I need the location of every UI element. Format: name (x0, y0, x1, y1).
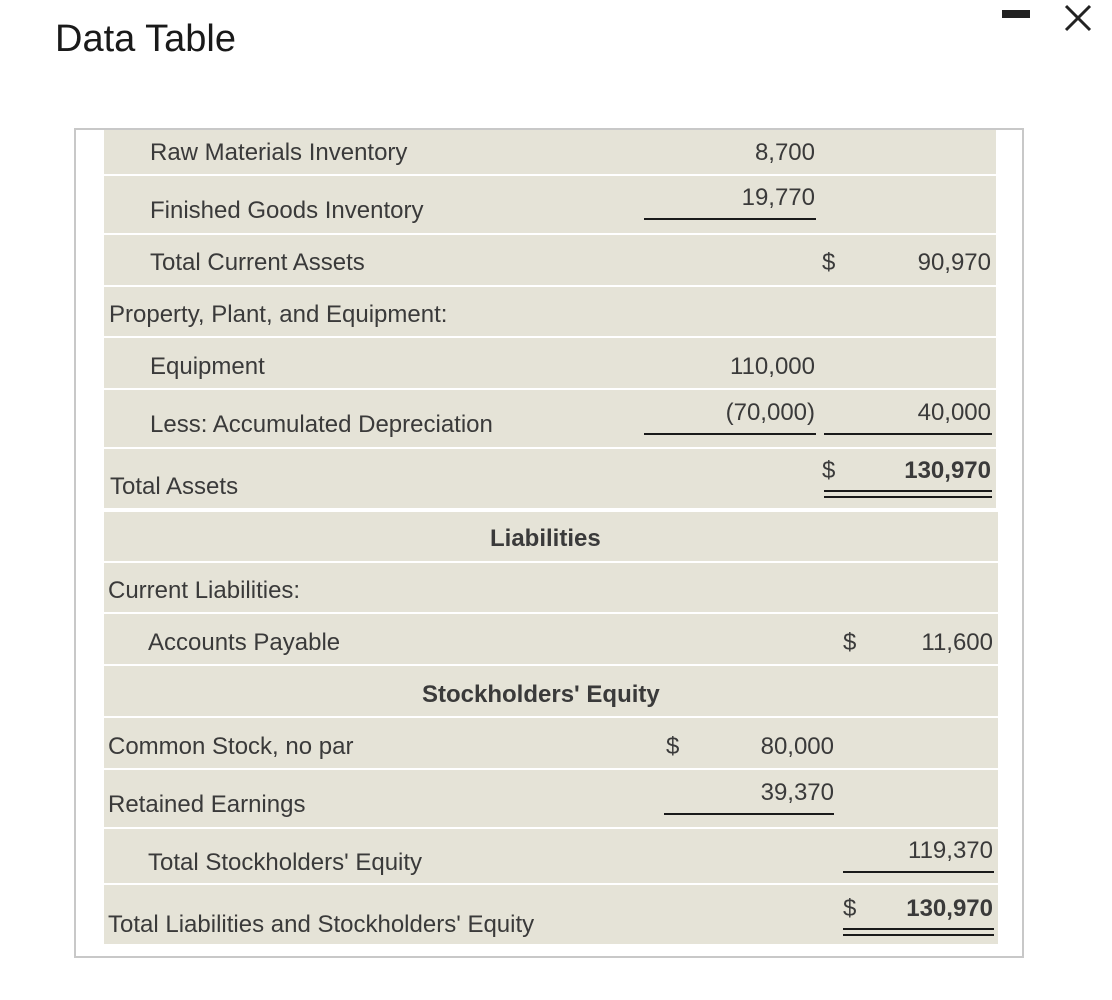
dollar-sign: $ (666, 733, 680, 760)
total-cell: 40,000 (917, 399, 991, 426)
underline (644, 433, 816, 435)
table-row (104, 563, 998, 612)
amount-cell: 80,000 (760, 733, 834, 760)
section-label: Current Liabilities: (108, 577, 301, 604)
row-label: Total Assets (110, 473, 239, 500)
close-icon[interactable] (1060, 0, 1096, 36)
total-cell: 119,370 (908, 837, 993, 864)
row-label: Raw Materials Inventory (150, 139, 408, 166)
row-label: Total Current Assets (150, 249, 365, 276)
table-row (104, 176, 996, 233)
table-row (104, 829, 998, 883)
table-frame (74, 128, 1024, 958)
table-row (104, 390, 996, 447)
amount-cell: 19,770 (741, 184, 815, 211)
row-label: Common Stock, no par (108, 733, 354, 760)
section-label: Property, Plant, and Equipment: (109, 301, 448, 328)
amount-cell: 8,700 (754, 139, 815, 166)
section-heading: Liabilities (490, 525, 601, 552)
dollar-sign: $ (822, 457, 836, 484)
dollar-sign: $ (843, 895, 857, 922)
table-row (104, 130, 996, 174)
table-row (104, 614, 998, 664)
table-row (104, 770, 998, 827)
underline (824, 433, 992, 435)
double-underline (843, 928, 994, 930)
table-row (104, 666, 998, 716)
row-label: Accounts Payable (148, 629, 341, 656)
underline (843, 871, 994, 873)
dollar-sign: $ (843, 629, 857, 656)
total-cell: 90,970 (917, 249, 991, 276)
underline (664, 813, 834, 815)
row-label: Less: Accumulated Depreciation (150, 411, 493, 438)
total-cell: 11,600 (921, 629, 993, 656)
minimize-icon[interactable] (1002, 10, 1030, 18)
table-row (104, 235, 996, 285)
dialog-title: Data Table (55, 18, 236, 60)
table-row (104, 512, 998, 561)
dollar-sign: $ (822, 249, 836, 276)
double-underline (824, 496, 992, 498)
row-label: Total Stockholders' Equity (148, 849, 423, 876)
table-row (104, 338, 996, 388)
amount-cell: 39,370 (760, 779, 834, 806)
double-underline (824, 490, 992, 492)
table-row (104, 287, 996, 336)
underline (644, 218, 816, 220)
table-row (104, 718, 998, 768)
total-cell: 130,970 (906, 895, 993, 922)
row-label: Retained Earnings (108, 791, 306, 818)
row-label: Finished Goods Inventory (150, 197, 424, 224)
double-underline (843, 934, 994, 936)
amount-cell: 110,000 (730, 353, 815, 380)
amount-cell: (70,000) (725, 399, 815, 426)
row-label: Total Liabilities and Stockholders' Equi… (108, 911, 535, 938)
table-row (104, 449, 996, 508)
total-cell: 130,970 (904, 457, 991, 484)
section-heading: Stockholders' Equity (422, 681, 660, 708)
row-label: Equipment (150, 353, 265, 380)
